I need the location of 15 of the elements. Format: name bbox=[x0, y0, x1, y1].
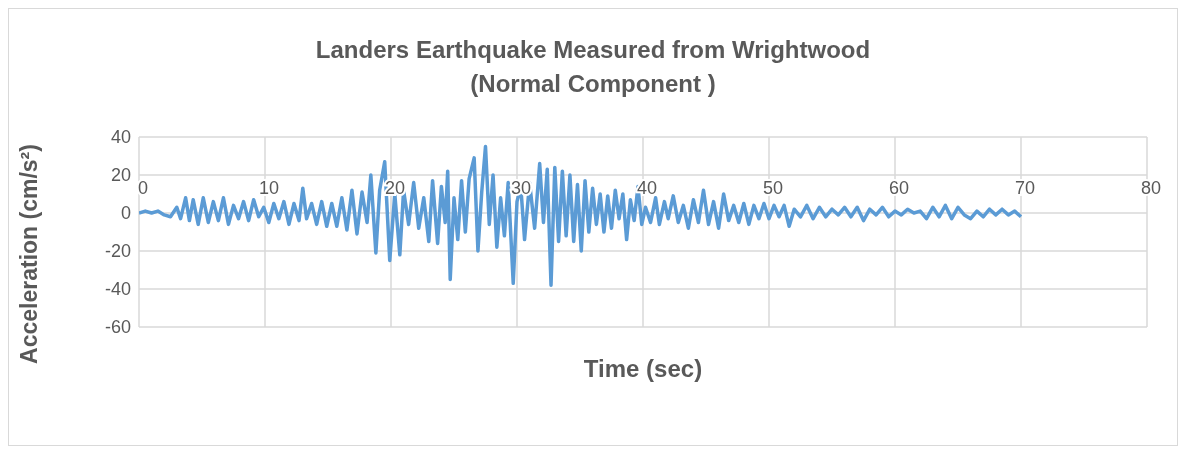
x-tick-label: 70 bbox=[1014, 177, 1036, 198]
y-tick-label: 40 bbox=[110, 127, 131, 148]
y-tick-label: 0 bbox=[120, 203, 131, 224]
x-tick-label: 0 bbox=[137, 177, 149, 198]
y-tick-label: -20 bbox=[104, 241, 131, 262]
x-tick-label: 40 bbox=[636, 177, 658, 198]
x-tick-label: 10 bbox=[258, 177, 280, 198]
x-tick-label: 50 bbox=[762, 177, 784, 198]
x-tick-label: 80 bbox=[1140, 177, 1162, 198]
y-tick-label: -40 bbox=[104, 279, 131, 300]
x-tick-label: 60 bbox=[888, 177, 910, 198]
y-axis-title: Acceleration (cm/s²) bbox=[16, 144, 43, 364]
y-tick-label: -60 bbox=[104, 317, 131, 338]
x-axis-title: Time (sec) bbox=[583, 355, 703, 382]
chart-title: Landers Earthquake Measured from Wrightwood (Normal Component ) bbox=[314, 35, 872, 99]
